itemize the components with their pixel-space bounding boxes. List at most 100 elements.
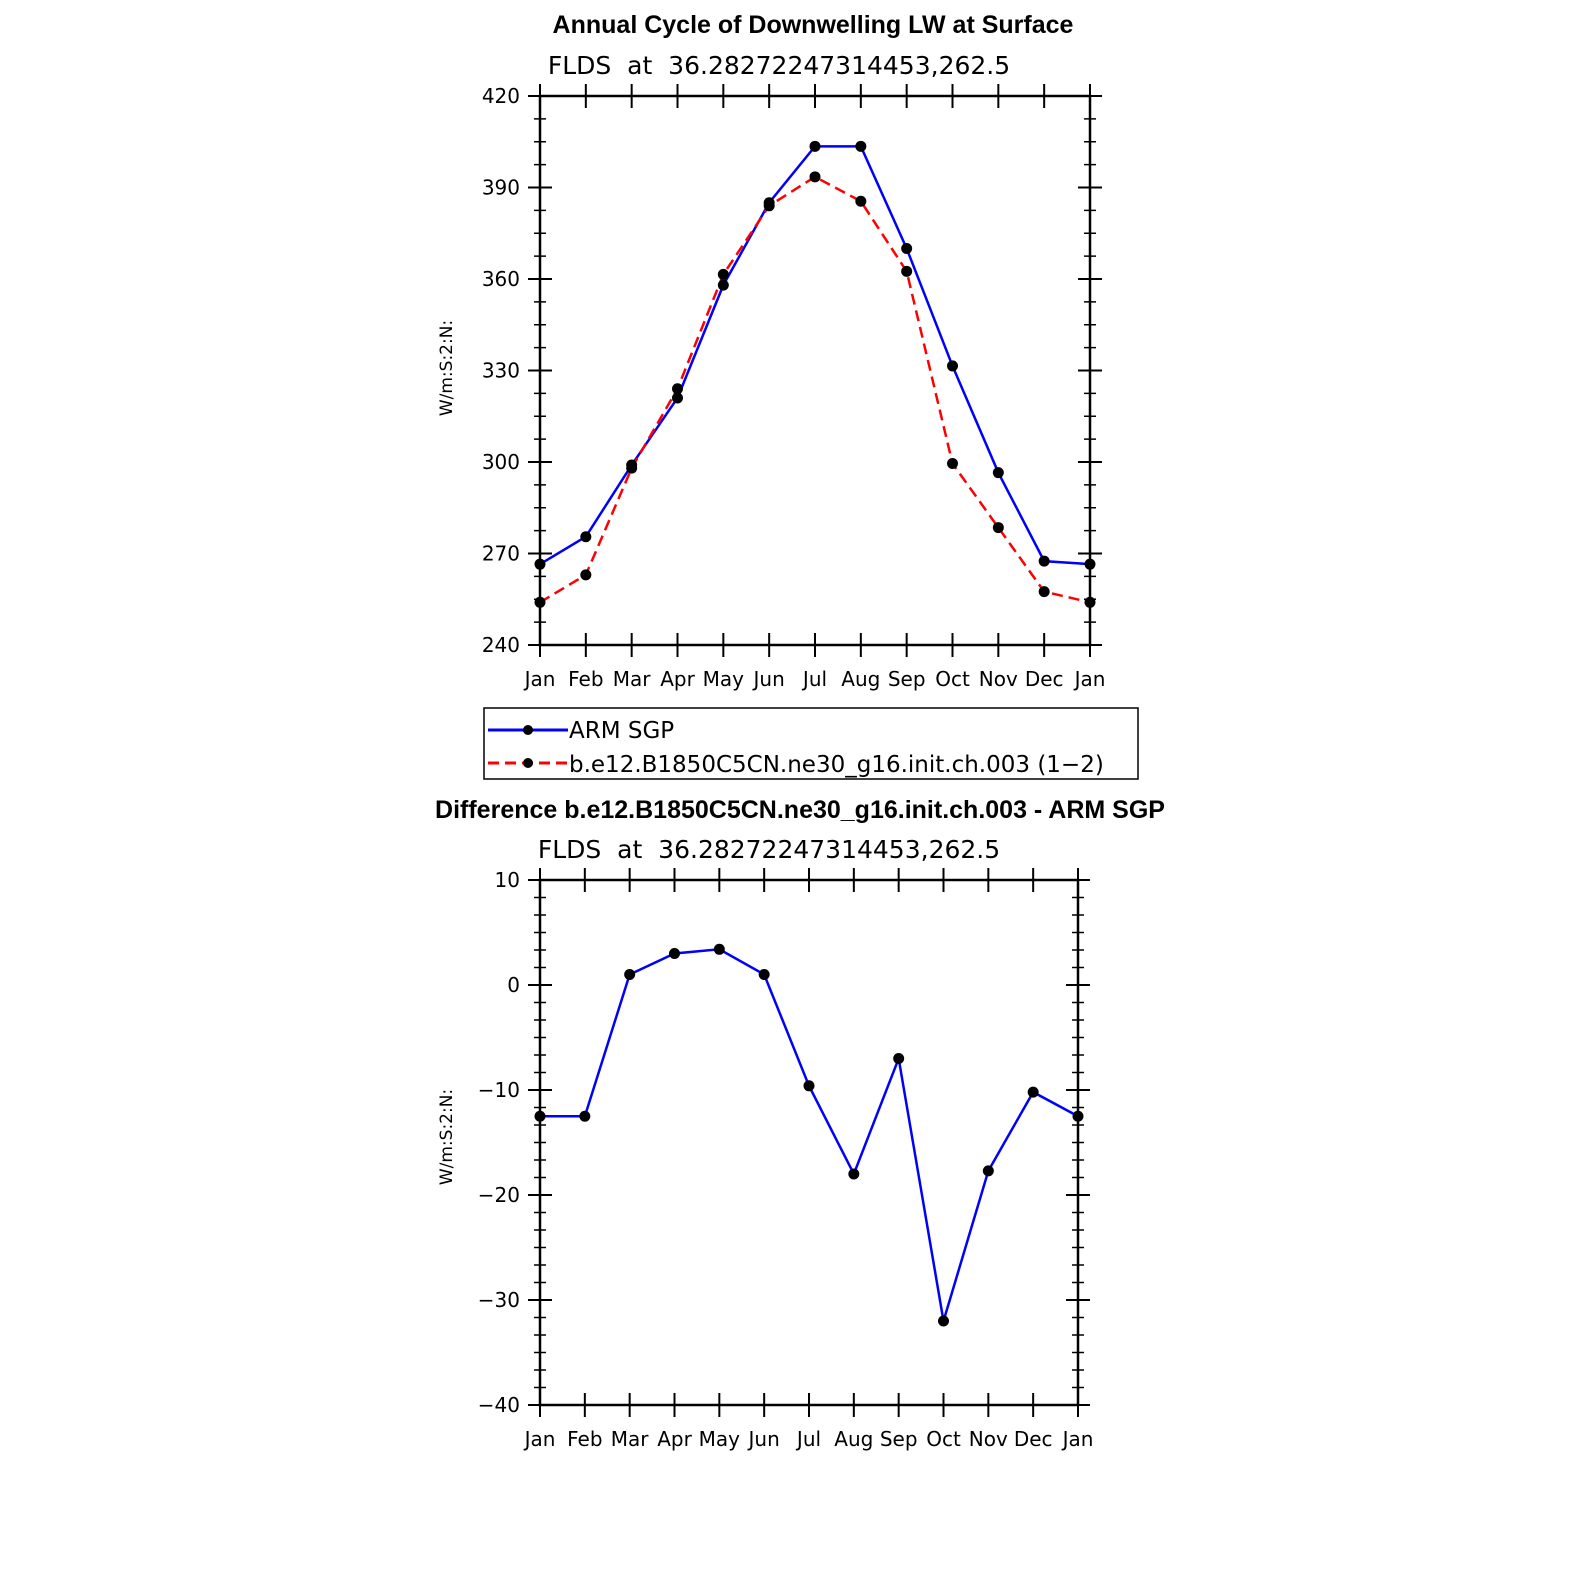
- bottom-series-0-point: [803, 1080, 815, 1092]
- legend-entry-arm-sgp: ARM SGP: [488, 718, 674, 744]
- top-series-0-point: [534, 558, 546, 570]
- top-series-1-point: [809, 171, 821, 183]
- bottom-x-tick-label: May: [699, 1427, 741, 1451]
- top-series-0-point: [855, 140, 867, 152]
- top-x-tick-label: May: [703, 667, 745, 691]
- bottom-chart: Difference b.e12.B1850C5CN.ne30_g16.init…: [435, 796, 1165, 1451]
- bottom-x-tick-label: Mar: [611, 1427, 650, 1451]
- top-y-tick-label: 240: [482, 633, 520, 657]
- bottom-chart-ylabel: W/m:S:2:N:: [437, 1089, 457, 1185]
- top-y-tick-label: 330: [482, 359, 520, 383]
- bottom-series-0-point: [982, 1165, 994, 1177]
- bottom-x-tick-label: Aug: [834, 1427, 873, 1451]
- bottom-plot-frame: [528, 868, 1090, 1417]
- top-x-tick-label: Jun: [752, 667, 785, 691]
- top-series-1-point: [992, 522, 1004, 534]
- bottom-series-0-point: [624, 969, 636, 980]
- top-series-0-point: [992, 467, 1004, 479]
- bottom-x-tick-labels: Jan Feb Mar Apr May Jun Jul Aug Sep Oct Nov Dec Jan: [523, 1427, 1094, 1451]
- top-x-tick-label: Jul: [801, 667, 827, 691]
- bottom-series-0-point: [534, 1110, 546, 1122]
- top-series-1-point: [947, 458, 958, 470]
- top-x-tick-label: Aug: [841, 667, 880, 691]
- top-chart: Annual Cycle of Downwelling LW at Surfac…: [437, 11, 1105, 691]
- top-series-1-point: [534, 596, 546, 608]
- top-y-tick-labels: 240 270 300 330 360 390 420: [482, 84, 520, 657]
- top-y-tick-label: 360: [482, 267, 520, 291]
- bottom-x-tick-label: Jan: [523, 1427, 556, 1451]
- bottom-series-group: [534, 943, 1084, 1327]
- bottom-series-0-point: [758, 969, 770, 980]
- top-y-tick-label: 300: [482, 450, 520, 474]
- bottom-x-tick-label: Dec: [1014, 1427, 1053, 1451]
- top-series-0-point: [580, 531, 592, 543]
- top-x-tick-label: Jan: [1073, 667, 1106, 691]
- top-x-tick-label: Dec: [1025, 667, 1064, 691]
- top-chart-subtitle: FLDS at 36.28272247314453,262.5: [548, 51, 1010, 80]
- bottom-series-0-point: [1072, 1110, 1084, 1122]
- top-series-1-point: [672, 383, 683, 395]
- top-series-1-point: [626, 462, 638, 474]
- top-series-1-point: [580, 569, 592, 581]
- bottom-y-tick-label: −30: [478, 1288, 520, 1312]
- top-series-1-point: [1084, 596, 1096, 608]
- bottom-series-line-0: [540, 948, 1079, 1322]
- top-x-tick-label: Oct: [935, 667, 970, 691]
- top-series-group: [534, 140, 1096, 608]
- top-x-tick-labels: Jan Feb Mar Apr May Jun Jul Aug Sep Oct Nov Dec Jan: [523, 667, 1106, 691]
- bottom-y-tick-label: 0: [507, 973, 520, 997]
- top-chart-ylabel: W/m:S:2:N:: [437, 320, 457, 416]
- bottom-x-tick-label: Feb: [567, 1427, 602, 1451]
- bottom-series-0-point: [893, 1053, 905, 1064]
- top-x-tick-label: Nov: [979, 667, 1018, 691]
- top-x-tick-label: Feb: [568, 667, 603, 691]
- legend-entry-model: b.e12.B1850C5CN.ne30_g16.init.ch.003 (1−…: [488, 752, 1104, 778]
- bottom-chart-title: Difference b.e12.B1850C5CN.ne30_g16.init…: [435, 796, 1165, 824]
- bottom-x-tick-label: Jan: [1061, 1427, 1094, 1451]
- top-plot-frame: [528, 84, 1102, 657]
- bottom-series-0-point: [1027, 1086, 1039, 1098]
- bottom-chart-subtitle: FLDS at 36.28272247314453,262.5: [538, 835, 1000, 864]
- bottom-plot-border: [538, 878, 1080, 1407]
- legend-label-arm-sgp: ARM SGP: [569, 718, 674, 744]
- top-series-1-point: [1038, 586, 1050, 598]
- top-series-0-point: [1084, 558, 1096, 570]
- bottom-x-tick-label: Jun: [747, 1427, 780, 1451]
- bottom-y-tick-labels: −40 −30 −20 −10 0 10: [478, 868, 520, 1417]
- bottom-x-tick-label: Apr: [657, 1427, 692, 1451]
- top-y-tick-label: 390: [482, 176, 520, 200]
- bottom-series-0-point: [848, 1168, 860, 1180]
- bottom-y-tick-label: −10: [478, 1078, 520, 1102]
- bottom-series-0-point: [938, 1315, 949, 1327]
- top-series-1-point: [717, 268, 729, 280]
- bottom-x-tick-label: Oct: [926, 1427, 961, 1451]
- bottom-y-tick-label: 10: [495, 868, 520, 892]
- bottom-series-0-point: [669, 948, 680, 959]
- legend-box: [483, 707, 1139, 780]
- top-series-0-point: [947, 360, 958, 372]
- top-x-tick-label: Mar: [613, 667, 652, 691]
- top-series-line-1: [539, 175, 1091, 604]
- top-series-line-0: [539, 145, 1091, 566]
- top-series-1-point: [763, 200, 775, 212]
- bottom-y-tick-label: −20: [478, 1183, 520, 1207]
- top-series-1-point: [901, 265, 913, 277]
- top-series-0-point: [717, 279, 729, 291]
- top-y-tick-label: 420: [482, 84, 520, 108]
- legend-marker-arm-sgp: [523, 725, 533, 735]
- bottom-x-tick-label: Nov: [969, 1427, 1008, 1451]
- top-y-tick-label: 270: [482, 542, 520, 566]
- bottom-x-tick-label: Jul: [795, 1427, 821, 1451]
- legend-marker-model: [523, 758, 533, 768]
- top-x-tick-label: Sep: [888, 667, 926, 691]
- bottom-y-tick-label: −40: [478, 1393, 520, 1417]
- top-series-1-point: [855, 195, 867, 207]
- top-chart-title: Annual Cycle of Downwelling LW at Surfac…: [553, 11, 1074, 39]
- top-series-0-point: [1038, 555, 1050, 567]
- top-series-0-point: [672, 392, 683, 404]
- bottom-x-tick-label: Sep: [880, 1427, 918, 1451]
- top-x-tick-label: Apr: [660, 667, 695, 691]
- top-x-tick-label: Jan: [523, 667, 556, 691]
- legend-label-model: b.e12.B1850C5CN.ne30_g16.init.ch.003 (1−…: [569, 752, 1104, 778]
